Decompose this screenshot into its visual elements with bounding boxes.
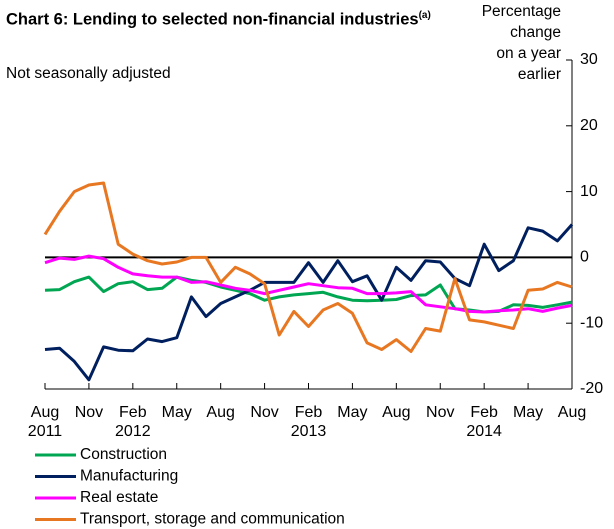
legend-label: Manufacturing: [80, 468, 178, 485]
y-axis-label: change: [510, 24, 561, 41]
x-tick-label: Feb: [119, 404, 147, 421]
x-tick-label: Aug: [558, 404, 586, 421]
title-footnote: (a): [418, 10, 431, 21]
x-tick-label: Aug: [206, 404, 234, 421]
x-tick-label: Nov: [250, 404, 278, 421]
y-tick-label: -10: [580, 314, 603, 331]
series-line: [43, 181, 573, 353]
x-year-label: 2012: [115, 423, 151, 440]
x-tick-label: Nov: [426, 404, 454, 421]
series-line: [44, 254, 573, 314]
legend-label: Construction: [80, 446, 167, 463]
x-tick-label: Aug: [31, 404, 59, 421]
y-axis-label: earlier: [518, 66, 561, 83]
y-tick-label: 30: [580, 51, 598, 68]
x-tick-label: Feb: [470, 404, 498, 421]
chart-subtitle: Not seasonally adjusted: [6, 65, 171, 82]
chart-title: Chart 6: Lending to selected non-financi…: [6, 10, 419, 29]
chart-title-box: Chart 6: Lending to selected non-financi…: [6, 6, 446, 30]
legend-label: Real estate: [80, 489, 158, 506]
x-year-label: 2014: [466, 423, 502, 440]
x-year-label: 2013: [291, 423, 327, 440]
x-tick-label: May: [513, 404, 543, 421]
y-tick-label: 0: [580, 249, 589, 266]
y-axis-label: on a year: [496, 45, 561, 62]
legend-label: Transport, storage and communication: [80, 511, 345, 528]
y-tick-label: 20: [580, 117, 598, 134]
y-tick-label: 10: [580, 183, 598, 200]
x-tick-label: Aug: [382, 404, 410, 421]
y-tick-label: -20: [580, 380, 603, 397]
x-tick-label: Feb: [295, 404, 323, 421]
x-tick-label: Nov: [75, 404, 103, 421]
series-line: [44, 223, 574, 382]
x-year-label: 2011: [28, 423, 63, 440]
x-tick-label: May: [162, 404, 192, 421]
y-axis-label: Percentage: [482, 3, 561, 20]
x-tick-label: May: [337, 404, 367, 421]
